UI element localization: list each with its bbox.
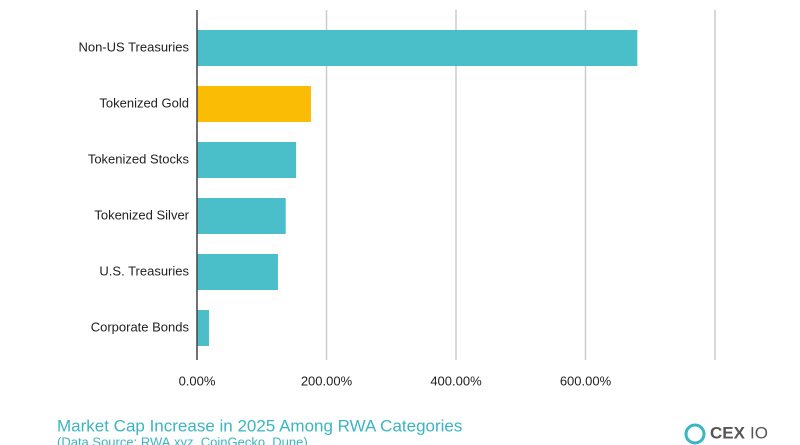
y-tick-label: Tokenized Gold [99, 95, 189, 110]
y-tick-label: U.S. Treasuries [99, 263, 189, 278]
x-tick-label: 600.00% [560, 373, 612, 388]
y-tick-label: Non-US Treasuries [78, 39, 189, 54]
brand-logo: CEX IO [684, 423, 768, 445]
bar [197, 310, 209, 346]
chart-title: Market Cap Increase in 2025 Among RWA Ca… [57, 416, 462, 435]
chart-subtitle: (Data Source: RWA.xyz, CoinGecko, Dune) [57, 434, 308, 445]
brand-name: CEX [710, 423, 746, 442]
x-tick-label: 200.00% [301, 373, 353, 388]
bar [197, 30, 638, 66]
x-tick-label: 400.00% [430, 373, 482, 388]
bar [197, 198, 286, 234]
y-tick-label: Tokenized Stocks [88, 151, 190, 166]
bar [197, 86, 311, 122]
y-tick-label: Corporate Bonds [91, 319, 190, 334]
brand-suffix: IO [750, 423, 768, 442]
x-tick-label: 0.00% [179, 373, 216, 388]
bar [197, 254, 278, 290]
y-tick-label: Tokenized Silver [94, 207, 189, 222]
bar [197, 142, 297, 178]
logo-icon [684, 423, 706, 445]
